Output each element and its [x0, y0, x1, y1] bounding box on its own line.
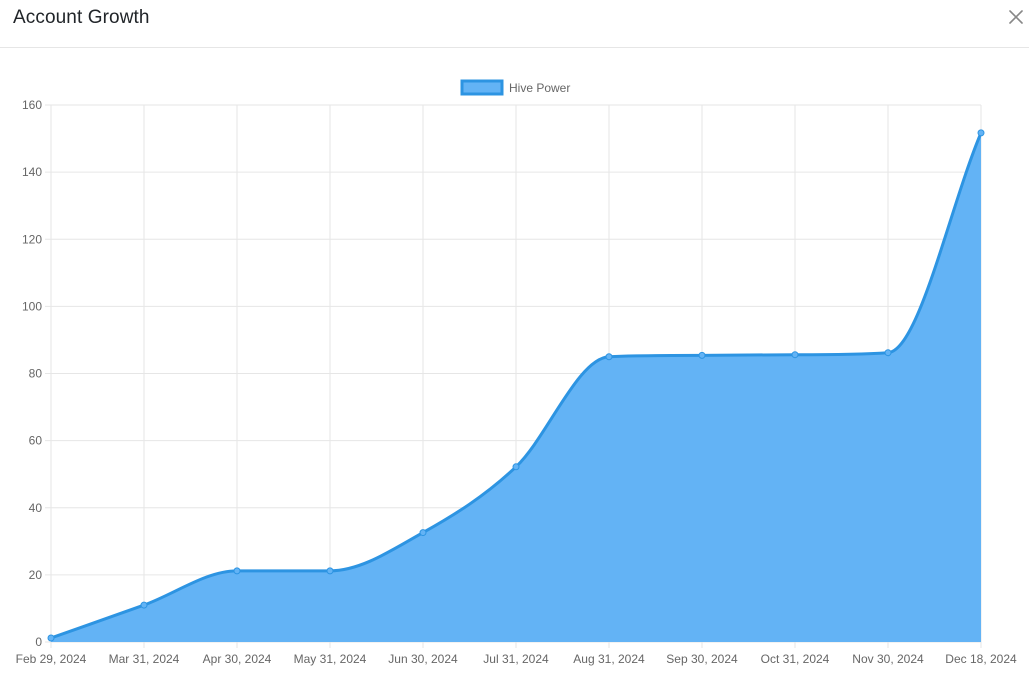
- y-tick-label: 40: [29, 501, 43, 515]
- series-line-hive-power: [50, 132, 983, 640]
- y-tick-label: 120: [22, 232, 42, 246]
- chart-container: 0 20 40 60 80 100 120 140 160 Feb 29, 2024 Mar 31…: [0, 60, 1029, 682]
- data-point[interactable]: [326, 567, 334, 575]
- data-point[interactable]: [791, 351, 799, 359]
- x-tick-label: Sep 30, 2024: [666, 652, 738, 666]
- y-tick-label: 20: [29, 568, 43, 582]
- data-point[interactable]: [47, 634, 55, 642]
- legend-label: Hive Power: [509, 81, 570, 95]
- chart-points: [47, 129, 985, 642]
- modal-title: Account Growth: [13, 7, 150, 28]
- data-point[interactable]: [512, 463, 520, 471]
- y-tick-label: 100: [22, 299, 42, 313]
- x-tick-label: Nov 30, 2024: [852, 652, 924, 666]
- data-point[interactable]: [698, 351, 706, 359]
- data-point[interactable]: [884, 349, 892, 357]
- data-point[interactable]: [140, 601, 148, 609]
- y-tick-label: 80: [29, 367, 43, 381]
- close-icon: [1009, 10, 1023, 24]
- y-axis-ticks: 0 20 40 60 80 100 120 140 160: [22, 98, 42, 649]
- chart-legend[interactable]: Hive Power: [460, 79, 570, 96]
- y-tick-label: 160: [22, 98, 42, 112]
- x-tick-label: Oct 31, 2024: [761, 652, 830, 666]
- data-point[interactable]: [977, 129, 985, 137]
- x-tick-label: Jul 31, 2024: [483, 652, 549, 666]
- x-tick-label: Feb 29, 2024: [16, 652, 87, 666]
- close-button[interactable]: [1005, 6, 1027, 28]
- x-tick-label: Mar 31, 2024: [109, 652, 180, 666]
- series-area-hive-power: [51, 132, 981, 642]
- y-tick-label: 60: [29, 434, 43, 448]
- data-point[interactable]: [233, 567, 241, 575]
- x-tick-label: May 31, 2024: [294, 652, 367, 666]
- x-tick-label: Jun 30, 2024: [388, 652, 458, 666]
- hive-power-chart: 0 20 40 60 80 100 120 140 160 Feb 29, 2024 Mar 31…: [16, 79, 1017, 666]
- y-tick-label: 140: [22, 165, 42, 179]
- legend-swatch: [460, 79, 504, 96]
- data-point[interactable]: [419, 529, 427, 537]
- chart-area-layer: [50, 132, 983, 642]
- x-tick-label: Apr 30, 2024: [203, 652, 272, 666]
- data-point[interactable]: [605, 353, 613, 361]
- x-axis-ticks: Feb 29, 2024 Mar 31, 2024 Apr 30, 2024 May …: [16, 652, 1017, 666]
- y-tick-label: 0: [35, 635, 42, 649]
- x-tick-label: Aug 31, 2024: [573, 652, 645, 666]
- modal-header: Account Growth: [0, 0, 1029, 48]
- x-tick-label: Dec 18, 2024: [945, 652, 1017, 666]
